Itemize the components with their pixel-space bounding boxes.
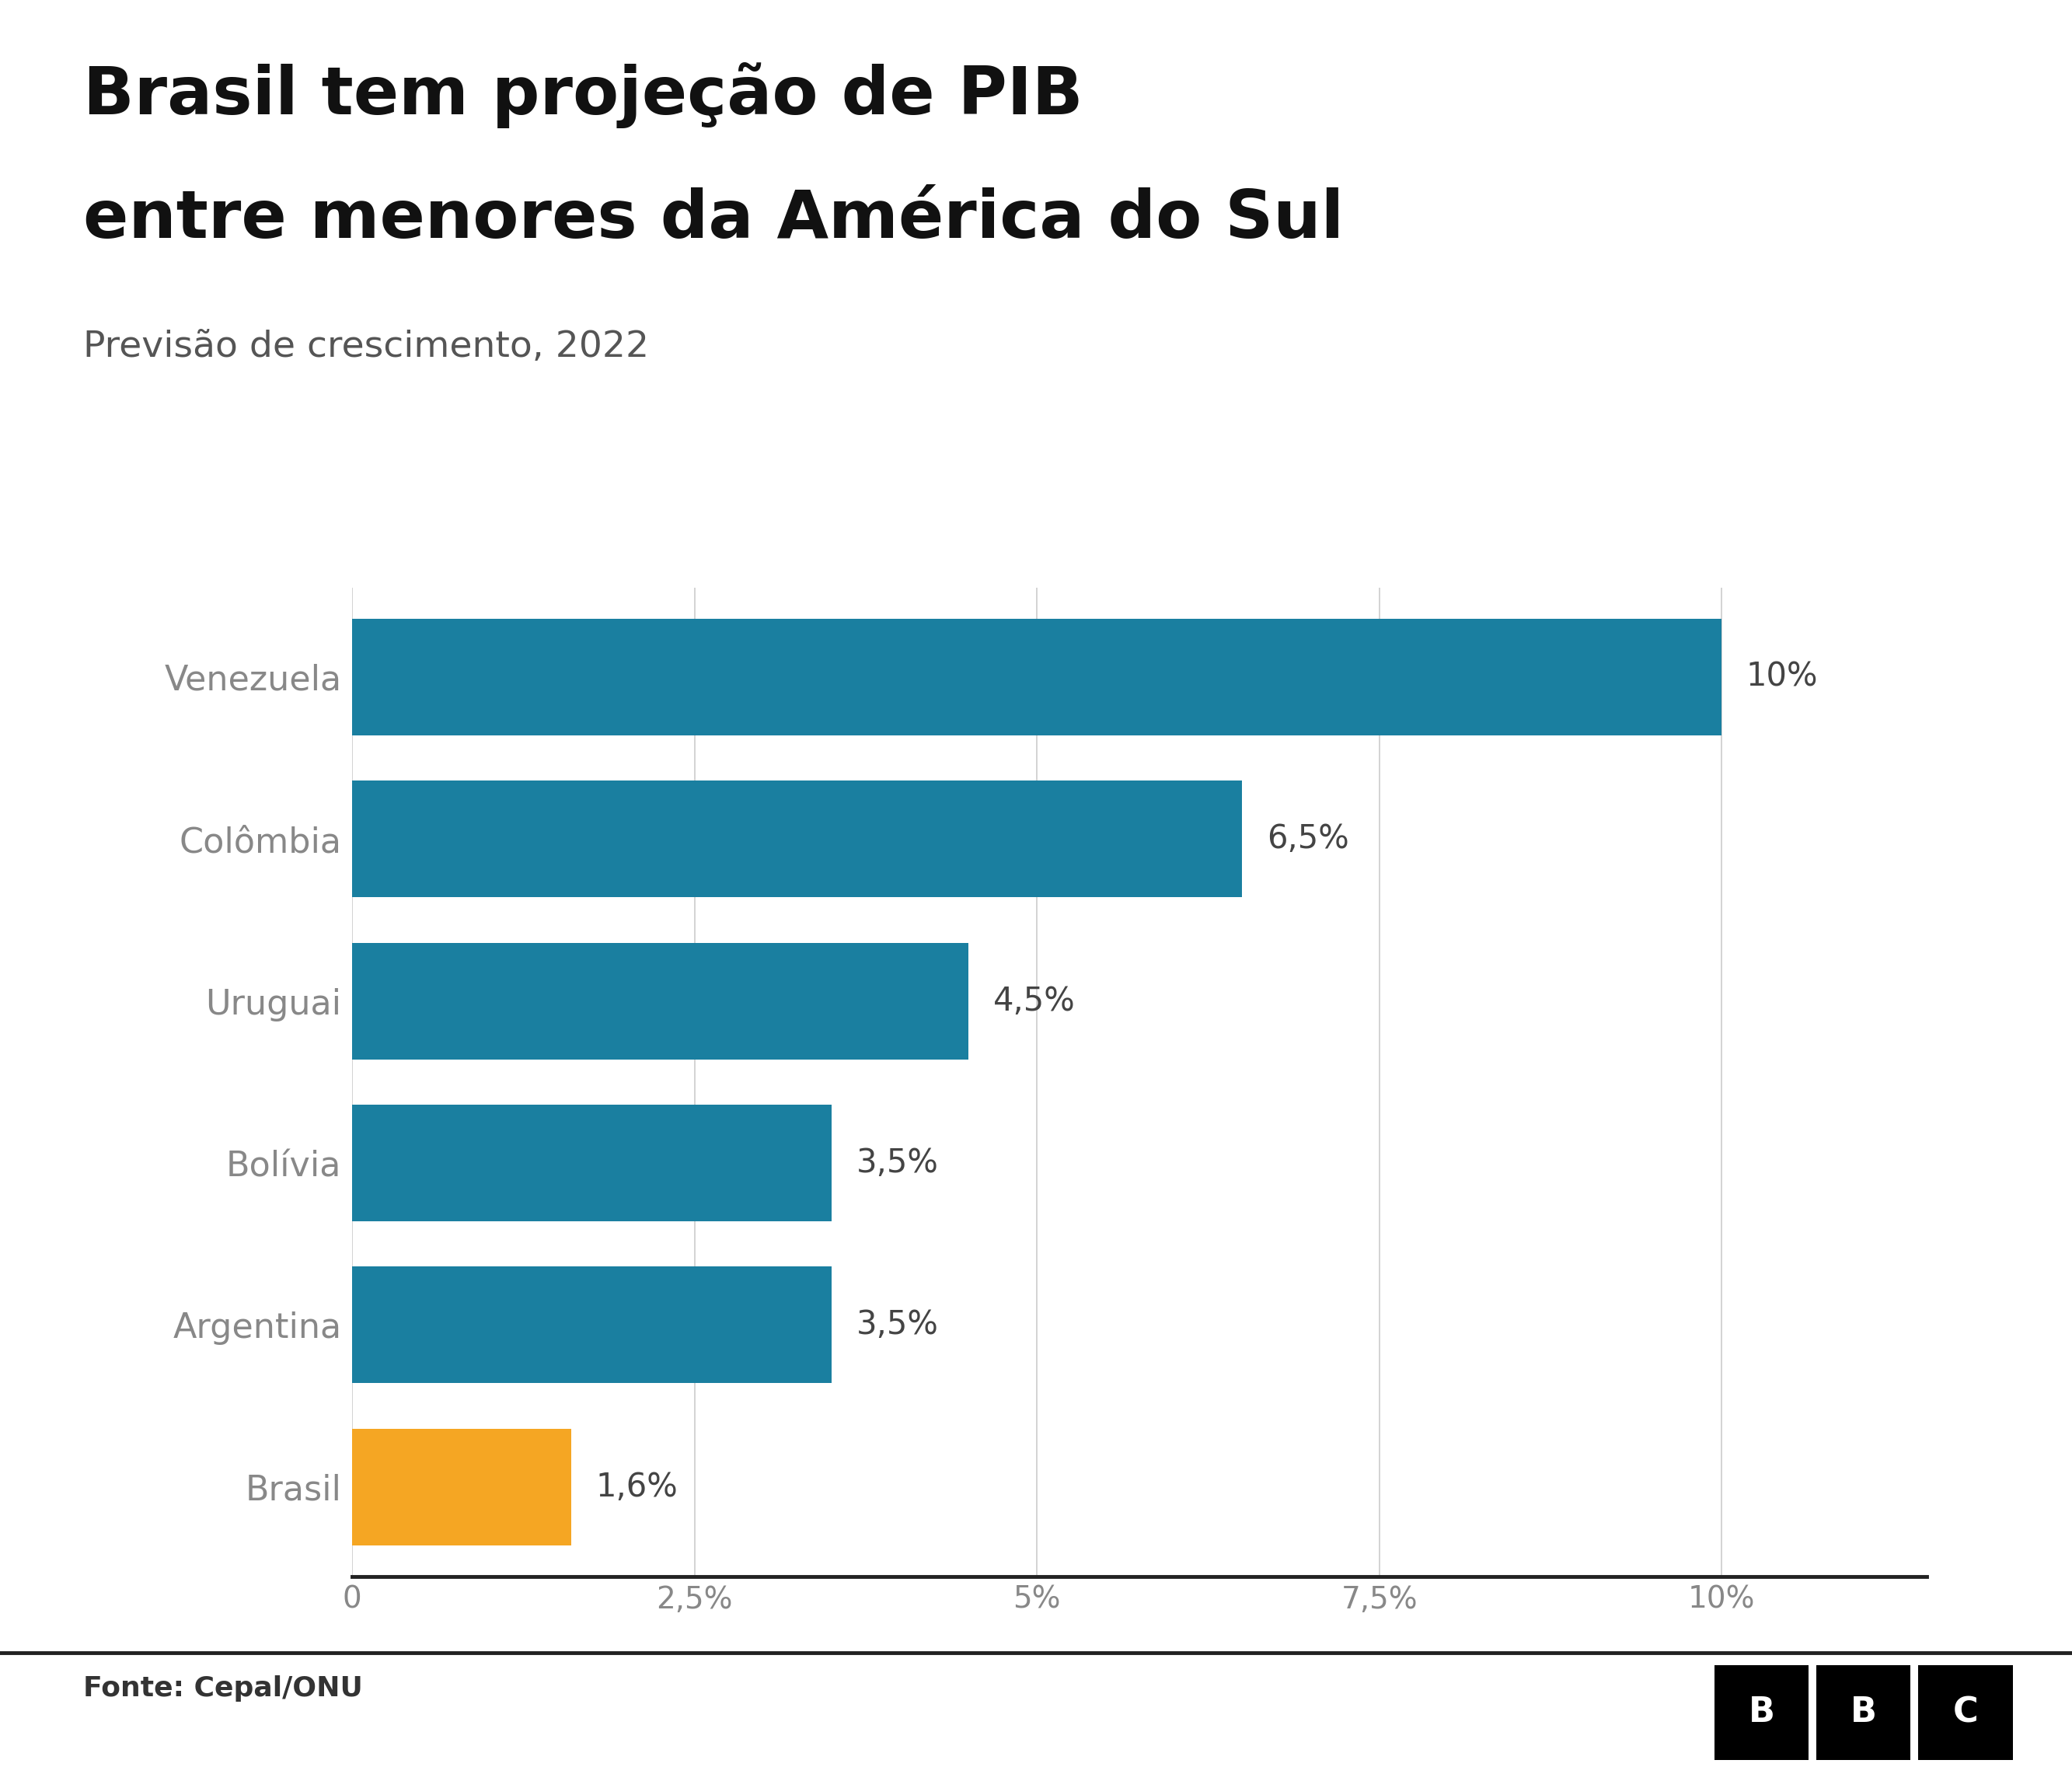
- Text: C: C: [1952, 1696, 1979, 1729]
- Bar: [352, 1428, 572, 1546]
- Text: entre menores da América do Sul: entre menores da América do Sul: [83, 187, 1343, 251]
- Bar: [352, 1104, 831, 1222]
- Text: 3,5%: 3,5%: [856, 1147, 939, 1179]
- Bar: [352, 1266, 831, 1384]
- Text: Previsão de crescimento, 2022: Previsão de crescimento, 2022: [83, 329, 649, 365]
- Bar: [352, 618, 1722, 736]
- Text: 1,6%: 1,6%: [597, 1471, 678, 1503]
- Bar: [352, 942, 968, 1060]
- Text: 10%: 10%: [1747, 661, 1817, 693]
- Text: 6,5%: 6,5%: [1266, 823, 1349, 855]
- Bar: [352, 780, 1243, 898]
- Text: 3,5%: 3,5%: [856, 1309, 939, 1341]
- Text: B: B: [1850, 1696, 1877, 1729]
- Text: 4,5%: 4,5%: [992, 985, 1075, 1017]
- Text: Brasil tem projeção de PIB: Brasil tem projeção de PIB: [83, 62, 1084, 128]
- Text: Fonte: Cepal/ONU: Fonte: Cepal/ONU: [83, 1676, 363, 1701]
- Text: B: B: [1749, 1696, 1776, 1729]
